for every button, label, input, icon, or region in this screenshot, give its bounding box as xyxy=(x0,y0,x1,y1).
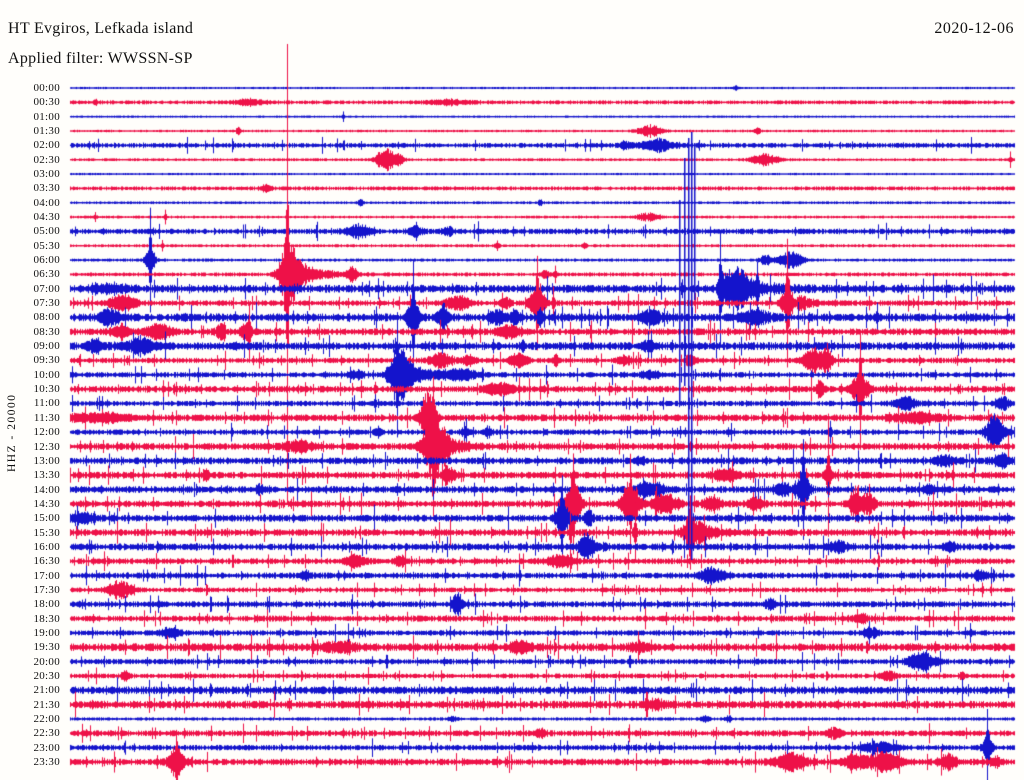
time-label: 05:00 xyxy=(33,225,60,238)
time-label: 22:00 xyxy=(33,712,60,725)
time-label: 19:30 xyxy=(33,641,60,654)
time-label: 15:30 xyxy=(33,526,60,539)
time-label: 09:00 xyxy=(33,340,60,353)
time-label: 00:00 xyxy=(33,82,60,94)
time-label: 21:00 xyxy=(33,684,60,697)
time-label: 04:00 xyxy=(33,196,60,209)
time-label: 02:30 xyxy=(33,153,60,166)
time-label: 07:30 xyxy=(33,297,60,310)
record-date: 2020-12-06 xyxy=(934,20,1014,37)
time-label: 21:30 xyxy=(33,698,60,711)
time-label: 23:30 xyxy=(33,755,60,768)
time-label: 13:30 xyxy=(33,469,60,482)
time-label: 23:00 xyxy=(33,741,60,754)
time-label: 04:30 xyxy=(33,211,60,224)
time-label: 12:30 xyxy=(33,440,60,453)
time-label: 19:00 xyxy=(33,626,60,639)
time-label: 16:00 xyxy=(33,540,60,553)
time-label: 14:30 xyxy=(33,497,60,510)
time-label: 06:00 xyxy=(33,254,60,267)
time-label: 22:30 xyxy=(33,727,60,740)
time-label: 17:00 xyxy=(33,569,60,582)
time-label: 08:00 xyxy=(33,311,60,324)
time-label: 14:00 xyxy=(33,483,60,496)
time-label: 11:30 xyxy=(33,411,60,424)
time-label: 11:00 xyxy=(33,397,60,410)
time-label: 20:00 xyxy=(33,655,60,668)
time-label: 18:00 xyxy=(33,598,60,611)
time-label: 02:00 xyxy=(33,139,60,152)
time-label: 20:30 xyxy=(33,669,60,682)
time-label: 17:30 xyxy=(33,583,60,596)
applied-filter-label: Applied filter: WWSSN-SP xyxy=(8,50,193,67)
time-label: 05:30 xyxy=(33,239,60,252)
time-label: 18:30 xyxy=(33,612,60,625)
time-label: 00:30 xyxy=(33,96,60,109)
time-label: 10:00 xyxy=(33,368,60,381)
time-label: 03:30 xyxy=(33,182,60,195)
time-label: 01:30 xyxy=(33,125,60,138)
time-label: 13:00 xyxy=(33,454,60,467)
time-label: 10:30 xyxy=(33,383,60,396)
time-label: 15:00 xyxy=(33,512,60,525)
time-label: 08:30 xyxy=(33,325,60,338)
time-label: 06:30 xyxy=(33,268,60,281)
time-label: 03:00 xyxy=(33,168,60,181)
time-label: 07:00 xyxy=(33,282,60,295)
time-label: 16:30 xyxy=(33,555,60,568)
time-label: 09:30 xyxy=(33,354,60,367)
station-title: HT Evgiros, Lefkada island xyxy=(8,20,194,37)
time-label: 01:00 xyxy=(33,110,60,123)
time-label: 12:00 xyxy=(33,426,60,439)
